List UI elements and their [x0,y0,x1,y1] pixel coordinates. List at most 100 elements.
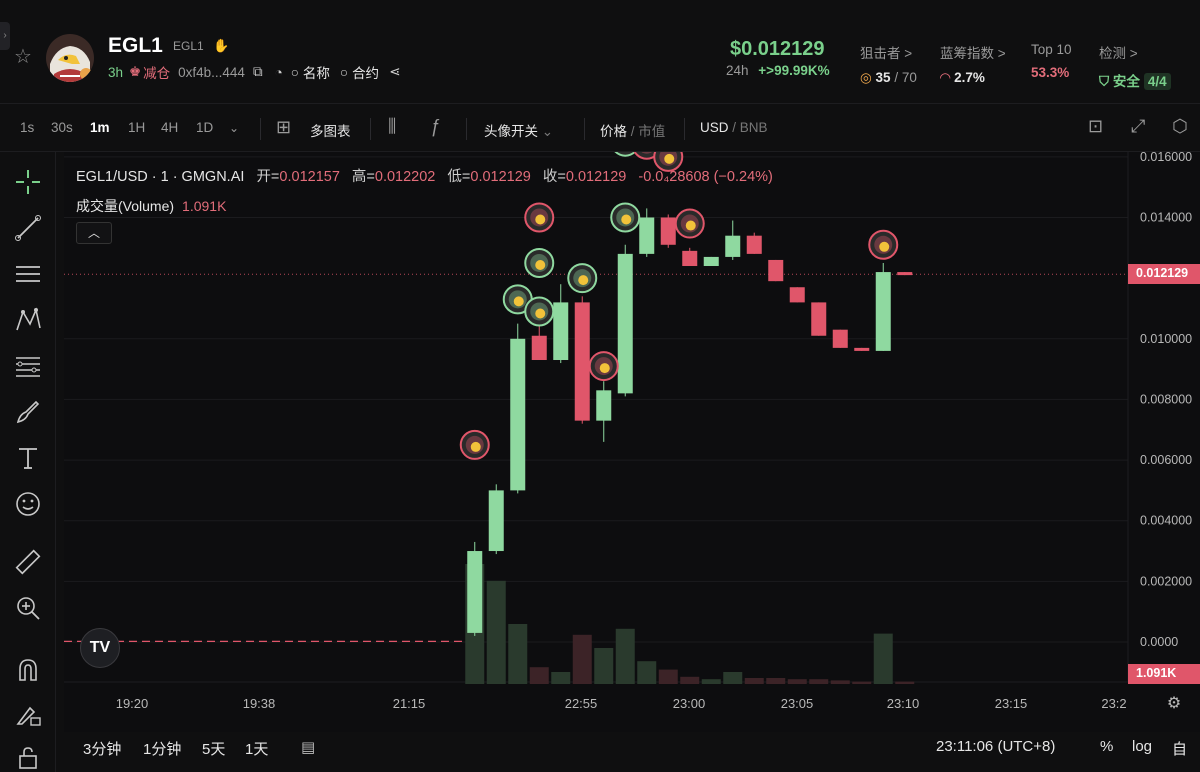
token-name: EGL1 [173,39,204,53]
price-chart[interactable]: 0.016000 0.014000 0.010000 0.008000 0.006000… [64,152,1200,732]
trader-avatar-emoji [599,363,610,374]
volume-bar [551,672,571,684]
volume-bar [744,678,764,684]
reduce-position-label[interactable]: 减仓 [143,66,171,81]
range-5day[interactable]: 5天 [202,741,226,758]
magnet-icon[interactable] [12,654,44,686]
candle-body [854,347,870,351]
range-1day[interactable]: 1天 [245,741,269,758]
snipers-title: 狙击者 > [860,46,913,61]
crosshair-icon[interactable] [12,166,44,198]
x-tick-label: 19:20 [116,696,149,711]
mcap-toggle[interactable]: 市值 [638,124,666,139]
timeframe-1m[interactable]: 1m [90,120,110,135]
bnb-toggle[interactable]: BNB [739,120,768,135]
timeframe-4h[interactable]: 4H [161,120,179,135]
candles-icon[interactable]: ⫼ [388,116,397,136]
candle-body [725,235,741,257]
top10-stat[interactable]: Top 10 53.3% [1031,42,1072,80]
pattern-icon[interactable] [12,304,44,336]
snipers-stat[interactable]: 狙击者 > ◎ 35 / 70 [860,42,917,86]
calendar-icon[interactable]: ▤ [301,739,316,756]
clock-time[interactable]: 23:11:06 (UTC+8) [936,738,1056,755]
currency-toggle[interactable]: USD / BNB [700,120,768,135]
copy-icon[interactable]: ⧉ [252,64,263,79]
y-tick-label: 0.004000 [1140,514,1192,528]
contract-address[interactable]: 0xf4b...444 [178,64,245,80]
price-toggle[interactable]: 价格 [600,124,627,139]
drawing-tools-sidebar [0,152,56,772]
horizontal-lines-icon[interactable] [12,258,44,290]
ruler-icon[interactable] [12,546,44,578]
expand-sidebar-tab[interactable]: › [0,22,10,50]
search-name-link[interactable]: 名称 [302,66,330,81]
low-value: 0.012129 [470,169,531,185]
brush-icon[interactable] [12,396,44,428]
top10-title: Top 10 [1031,42,1072,57]
settings-icon[interactable]: ⬡ [1172,116,1188,136]
trend-line-icon[interactable] [12,212,44,244]
timeframe-1h[interactable]: 1H [128,120,146,135]
y-tick-label: 0.0000 [1140,635,1178,649]
axis-settings-icon[interactable]: ⚙ [1167,695,1181,712]
volume-bar [809,679,829,684]
fib-levels-icon[interactable] [12,350,44,382]
chart-toolbar: 1s 30s 1m 1H 4H 1D ⌄ ⊞ 多图表 ⫼ ƒ 头像开关 ⌄ 价格… [0,104,1200,152]
fullscreen-icon[interactable]: ⤢ [1131,116,1146,136]
pair-label: EGL1/USD · 1 · GMGN.AI [76,169,245,185]
snipers-total: / 70 [894,70,917,85]
emoji-icon[interactable] [12,488,44,520]
trader-avatar-emoji [513,296,524,307]
candlestick-chart[interactable]: 0.016000 0.014000 0.010000 0.008000 0.006000… [64,152,1200,732]
percent-scale-button[interactable]: % [1100,738,1114,755]
target-icon: ◎ [860,70,872,85]
volume-bar [701,679,721,684]
chevron-down-icon[interactable]: ⌄ [229,121,240,135]
candle-body [703,256,719,267]
avatar-toggle-dropdown[interactable]: 头像开关 ⌄ [484,120,553,140]
volume-bar [852,681,872,684]
x-tick-label: 23:2 [1101,696,1126,711]
search-icon[interactable]: ○ [290,64,299,80]
avatar-toggle-label: 头像开关 [484,124,538,139]
audit-title: 检测 > [1099,46,1138,61]
timeframe-1s[interactable]: 1s [20,120,35,135]
search-icon[interactable]: ○ [339,64,349,80]
log-scale-button[interactable]: log [1132,738,1153,755]
timeframe-1d[interactable]: 1D [196,120,214,135]
eagle-icon [46,34,94,82]
trader-avatar-emoji [621,214,632,225]
auto-scale-button[interactable]: 自 [1172,741,1188,758]
price-mcap-toggle[interactable]: 价格 / 市值 [600,120,665,140]
volume-bar [787,679,807,684]
unlock-icon[interactable] [12,742,44,772]
volume-bar [723,672,743,684]
add-chart-icon[interactable]: ⊞ [276,117,292,137]
tradingview-logo[interactable]: TV [80,628,120,668]
x-tick-label: 23:05 [781,696,814,711]
change-value: -0.0₄28608 (−0.24%) [638,169,773,185]
zoom-in-icon[interactable] [12,592,44,624]
usd-toggle[interactable]: USD [700,120,729,135]
collapse-legend-button[interactable]: ︿ [76,222,112,244]
lock-drawing-icon[interactable] [12,698,44,730]
candle-body [746,235,762,254]
share-icon[interactable]: ⋖ [389,64,401,79]
low-label: 低= [447,169,471,185]
text-tool-icon[interactable] [12,442,44,474]
bluechip-stat[interactable]: 蓝筹指数 > ◠ 2.7% [940,42,1006,86]
search-contract-link[interactable]: 合约 [352,66,380,81]
x-tick-label: 23:10 [887,696,920,711]
audit-stat[interactable]: 检测 > ⛉ 安全 4/4 [1099,42,1171,90]
range-3min[interactable]: 3分钟 [83,741,122,758]
range-1min[interactable]: 1分钟 [143,741,182,758]
indicators-fx-icon[interactable]: ƒ [430,116,441,136]
star-icon[interactable]: ☆ [14,46,32,68]
x-tick-label: 21:15 [393,696,426,711]
open-value: 0.012157 [279,169,340,185]
multi-chart-button[interactable]: 多图表 [310,124,351,139]
timeframe-30s[interactable]: 30s [51,120,73,135]
ohlc-legend: EGL1/USD · 1 · GMGN.AI 开=0.012157 高=0.01… [76,165,781,186]
chart-link-icon[interactable]: ◔ [274,64,283,80]
camera-icon[interactable]: ⊡ [1088,116,1104,136]
